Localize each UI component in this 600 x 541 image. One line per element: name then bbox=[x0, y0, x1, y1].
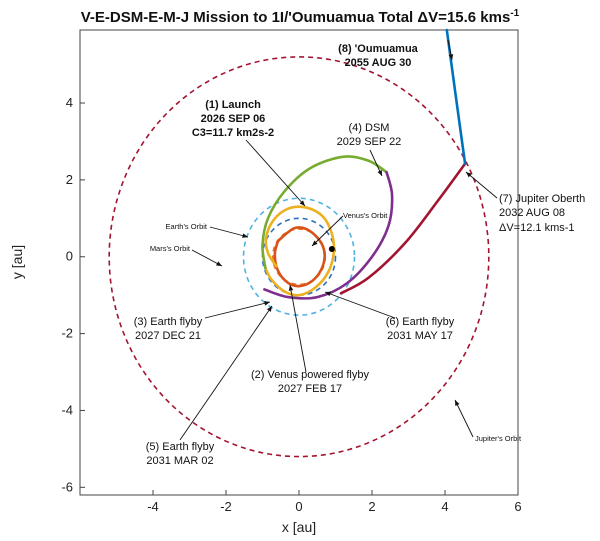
annotation-jupiter-line1: (7) Jupiter Oberth bbox=[499, 193, 585, 205]
annotation-oumuamua: (8) 'Oumuamua 2055 AUG 30 bbox=[338, 43, 419, 69]
annotation-arrows bbox=[179, 39, 498, 441]
annotation-launch-line1: (1) Launch bbox=[205, 99, 261, 111]
annotation-earth5-line2: 2031 MAR 02 bbox=[146, 455, 213, 467]
annotation-arrow-line bbox=[179, 305, 273, 441]
annotation-arrow-line bbox=[289, 284, 307, 373]
annotation-arrow-head bbox=[377, 170, 382, 176]
annotation-arrow-head bbox=[288, 285, 294, 291]
trajectory-segment-4 bbox=[263, 170, 394, 300]
trajectory-segment-2 bbox=[264, 205, 336, 297]
chart-title: V-E-DSM-E-M-J Mission to 1I/'Oumuamua To… bbox=[81, 8, 520, 26]
chart-title-text: V-E-DSM-E-M-J Mission to 1I/'Oumuamua To… bbox=[81, 9, 511, 26]
orbit-label-earth: Earth's Orbit bbox=[166, 222, 208, 231]
orbit-label-jupiter: Jupiter's Orbit bbox=[475, 434, 522, 443]
trajectory-segment-5 bbox=[339, 162, 467, 295]
annotation-arrow-head bbox=[242, 233, 248, 238]
annotation-dsm: (4) DSM 2029 SEP 22 bbox=[337, 122, 402, 148]
orbit-label-mars: Mars's Orbit bbox=[150, 244, 191, 253]
x-axis-label: x [au] bbox=[282, 519, 316, 535]
annotation-launch: (1) Launch 2026 SEP 06 C3=11.7 km2s-2 bbox=[192, 99, 274, 139]
annotation-arrow-head bbox=[325, 291, 331, 297]
annotation-earth6-line1: (6) Earth flyby bbox=[386, 316, 455, 328]
annotation-dsm-line2: 2029 SEP 22 bbox=[337, 136, 402, 148]
annotation-arrow-line bbox=[324, 291, 396, 319]
y-tick-label: 0 bbox=[66, 249, 73, 264]
y-tick-label: -2 bbox=[61, 326, 73, 341]
annotation-arrow-line bbox=[204, 301, 271, 319]
annotation-launch-line3: C3=11.7 km2s-2 bbox=[192, 127, 274, 139]
chart-title-superscript: -1 bbox=[510, 8, 519, 19]
trajectory-segment-3 bbox=[261, 155, 388, 270]
y-axis-ticks: -6 -4 -2 0 2 4 bbox=[61, 95, 85, 494]
x-tick-label: 6 bbox=[514, 499, 521, 514]
event-markers bbox=[328, 246, 335, 253]
trajectory-segment-1 bbox=[273, 226, 326, 288]
annotation-jupiter-line3: ΔV=12.1 kms-1 bbox=[499, 222, 575, 234]
annotation-arrow-line bbox=[191, 249, 223, 267]
annotation-earth3-line2: 2027 DEC 21 bbox=[135, 330, 201, 342]
orbit-jupiter-s-orbit bbox=[108, 56, 490, 458]
y-tick-label: 2 bbox=[66, 172, 73, 187]
annotation-arrow-line bbox=[245, 139, 306, 207]
annotation-oumuamua-line1: (8) 'Oumuamua bbox=[338, 43, 419, 55]
annotation-earth-flyby-3: (3) Earth flyby 2027 DEC 21 bbox=[134, 316, 203, 342]
orbit-label-venus: Venus's Orbit bbox=[343, 211, 388, 220]
annotation-arrow-head bbox=[264, 301, 270, 306]
annotation-oumuamua-line2: 2055 AUG 30 bbox=[345, 57, 412, 69]
annotation-arrow-head bbox=[448, 54, 454, 60]
x-tick-label: -2 bbox=[220, 499, 232, 514]
annotation-arrow-head bbox=[266, 306, 272, 312]
annotation-venus-line1: (2) Venus powered flyby bbox=[251, 369, 370, 381]
svg-text:V-E-DSM-E-M-J Mission to 1I/'O: V-E-DSM-E-M-J Mission to 1I/'Oumuamua To… bbox=[81, 8, 520, 26]
annotation-launch-line2: 2026 SEP 06 bbox=[201, 113, 266, 125]
annotation-venus-flyby: (2) Venus powered flyby 2027 FEB 17 bbox=[251, 369, 370, 395]
y-tick-label: -4 bbox=[61, 402, 73, 417]
annotation-earth-flyby-5: (5) Earth flyby 2031 MAR 02 bbox=[146, 441, 215, 467]
annotation-arrow-line bbox=[454, 399, 474, 438]
event-marker bbox=[328, 246, 335, 253]
annotation-arrow-head bbox=[455, 400, 460, 406]
annotation-arrow-head bbox=[466, 172, 472, 178]
annotation-dsm-line1: (4) DSM bbox=[349, 122, 390, 134]
annotation-venus-line2: 2027 FEB 17 bbox=[278, 383, 342, 395]
y-tick-label: 4 bbox=[66, 95, 73, 110]
annotation-earth-flyby-6: (6) Earth flyby 2031 MAY 17 bbox=[386, 316, 455, 342]
x-tick-label: 0 bbox=[295, 499, 302, 514]
orbit-mars-s-orbit bbox=[242, 197, 356, 316]
x-tick-label: 2 bbox=[368, 499, 375, 514]
annotation-arrow-head bbox=[299, 200, 305, 206]
annotation-arrow-line bbox=[311, 215, 344, 247]
planet-orbits bbox=[108, 56, 490, 458]
annotation-earth6-line2: 2031 MAY 17 bbox=[387, 330, 453, 342]
annotation-jupiter-oberth: (7) Jupiter Oberth 2032 AUG 08 ΔV=12.1 k… bbox=[499, 193, 585, 234]
annotation-arrow-line bbox=[209, 226, 249, 238]
plot-area bbox=[79, 29, 519, 496]
y-axis-label: y [au] bbox=[9, 245, 25, 279]
y-tick-label: -6 bbox=[61, 479, 73, 494]
annotation-arrow-line bbox=[465, 171, 498, 199]
x-tick-label: -4 bbox=[147, 499, 159, 514]
annotation-jupiter-line2: 2032 AUG 08 bbox=[499, 207, 565, 219]
annotation-earth3-line1: (3) Earth flyby bbox=[134, 316, 203, 328]
x-tick-label: 4 bbox=[441, 499, 448, 514]
annotation-earth5-line1: (5) Earth flyby bbox=[146, 441, 215, 453]
x-axis-ticks: -4 -2 0 2 4 6 bbox=[147, 490, 522, 514]
trajectory-series bbox=[261, 28, 467, 300]
annotation-arrow-head bbox=[216, 261, 222, 266]
annotation-arrow-head bbox=[312, 240, 318, 246]
